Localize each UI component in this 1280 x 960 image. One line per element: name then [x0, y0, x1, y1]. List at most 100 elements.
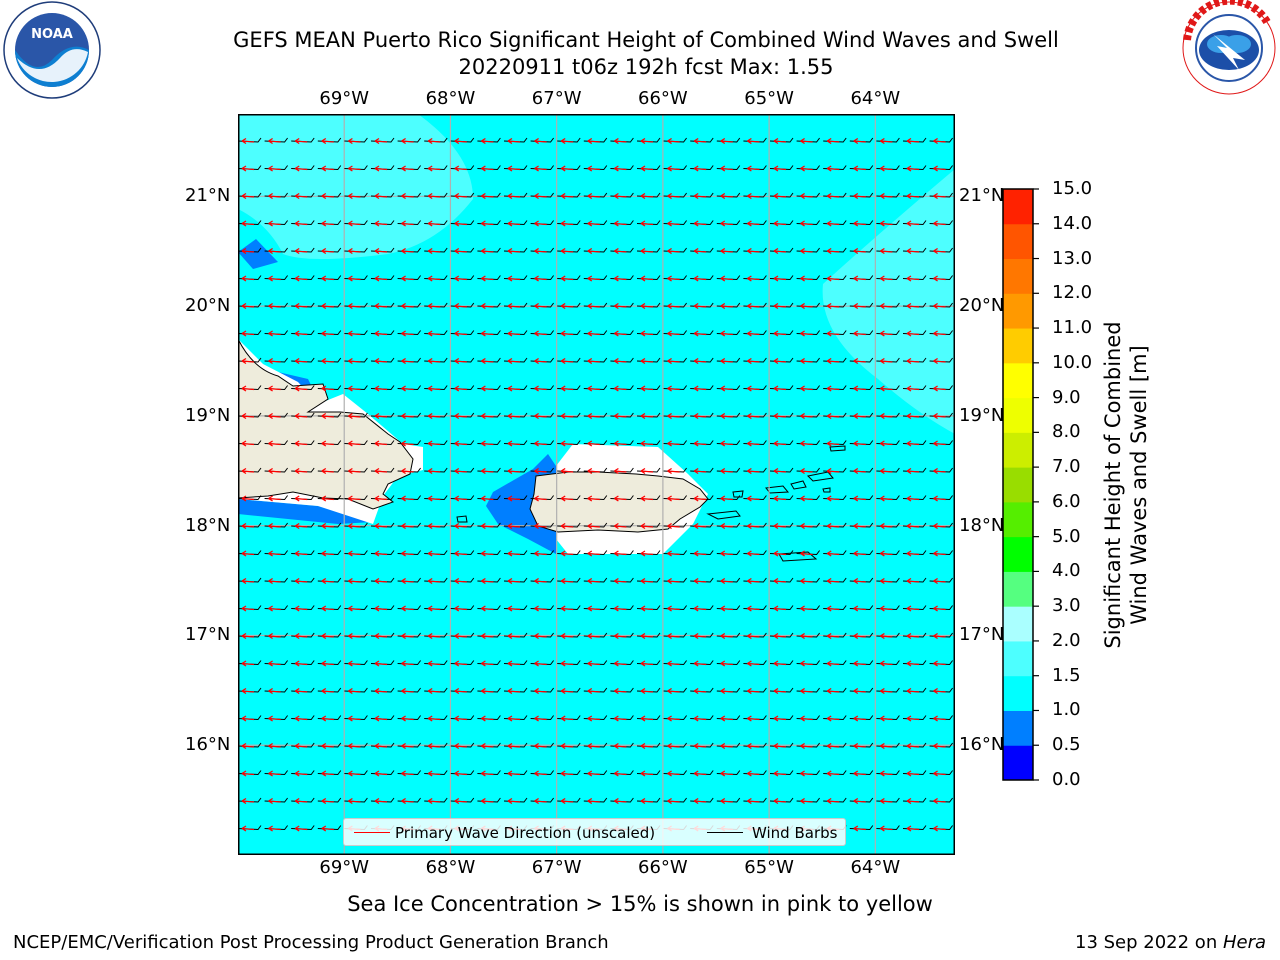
- wave-direction-arrow: [507, 742, 521, 750]
- wave-direction-arrow: [481, 165, 494, 172]
- wave-direction-arrow: [826, 440, 840, 447]
- wave-direction-arrow: [693, 302, 707, 310]
- colorbar-tick-label: 7.0: [1052, 456, 1081, 478]
- wave-direction-arrow: [348, 660, 361, 667]
- wave-direction-arrow: [374, 797, 388, 805]
- wave-direction-arrow: [667, 495, 680, 502]
- wave-direction-arrow: [880, 165, 893, 172]
- wave-direction-arrow: [826, 550, 840, 557]
- wave-direction-arrow: [507, 412, 521, 420]
- wave-direction-arrow: [933, 137, 946, 145]
- wave-direction-arrow: [800, 577, 813, 585]
- wave-direction-arrow: [693, 165, 707, 172]
- wave-direction-arrow: [640, 770, 654, 777]
- wave-direction-arrow: [241, 632, 255, 640]
- wave-direction-arrow: [853, 632, 866, 640]
- wave-direction-arrow: [427, 522, 441, 530]
- wave-direction-arrow: [667, 797, 680, 805]
- wave-direction-arrow: [294, 165, 308, 172]
- wave-direction-arrow: [268, 330, 281, 337]
- wave-direction-arrow: [773, 495, 787, 502]
- wave-direction-arrow: [826, 247, 840, 255]
- colorbar-cell: [1003, 293, 1033, 329]
- wave-direction-arrow: [906, 330, 920, 337]
- wave-direction-arrow: [241, 385, 255, 392]
- wave-direction-arrow: [294, 302, 308, 310]
- longitude-tick-label: 69°W: [319, 88, 370, 109]
- wave-direction-arrow: [853, 522, 866, 530]
- wave-direction-arrow: [933, 330, 946, 337]
- wave-direction-arrow: [640, 632, 654, 640]
- colorbar-tick-label: 0.0: [1052, 769, 1081, 790]
- wave-direction-arrow: [268, 220, 281, 227]
- wave-direction-arrow: [454, 302, 467, 310]
- wave-direction-arrow: [534, 577, 547, 585]
- wave-direction-arrow: [906, 770, 920, 777]
- wave-direction-arrow: [640, 715, 654, 722]
- wave-direction-arrow: [853, 605, 866, 612]
- wave-direction-arrow: [773, 605, 787, 612]
- wave-direction-arrow: [667, 357, 680, 365]
- wave-direction-arrow: [693, 137, 707, 145]
- wave-direction-arrow: [693, 522, 707, 530]
- wave-direction-arrow: [587, 275, 600, 282]
- wave-direction-arrow: [614, 522, 627, 530]
- colorbar-tick-label: 1.0: [1052, 699, 1081, 721]
- wave-direction-arrow: [640, 412, 654, 420]
- wave-direction-arrow: [401, 165, 414, 172]
- wave-direction-arrow: [427, 660, 441, 667]
- wave-direction-arrow: [401, 495, 414, 502]
- wave-direction-arrow: [667, 302, 680, 310]
- wave-direction-arrow: [294, 825, 308, 832]
- wave-direction-arrow: [481, 632, 494, 640]
- wave-direction-arrow: [534, 220, 547, 227]
- wave-direction-arrow: [374, 440, 388, 447]
- wave-direction-arrow: [933, 550, 946, 557]
- wave-direction-arrow: [640, 550, 654, 557]
- wave-direction-arrow: [640, 192, 654, 200]
- wave-direction-arrow: [720, 660, 733, 667]
- wave-direction-arrow: [534, 495, 547, 502]
- wave-direction-arrow: [853, 247, 866, 255]
- colorbar-cell: [1003, 258, 1033, 294]
- latitude-tick-label: 20°N: [185, 295, 231, 317]
- wave-direction-arrow: [826, 165, 840, 172]
- wave-direction-arrow: [374, 330, 388, 337]
- svg-text:NOAA: NOAA: [31, 27, 73, 42]
- wave-direction-arrow: [454, 550, 467, 557]
- wave-direction-arrow: [906, 412, 920, 420]
- figure-title: GEFS MEAN Puerto Rico Significant Height…: [233, 28, 1059, 52]
- wave-direction-arrow: [268, 687, 281, 695]
- wave-direction-arrow: [853, 192, 866, 200]
- wave-direction-arrow: [481, 220, 494, 227]
- wave-direction-arrow: [747, 302, 760, 310]
- wave-direction-arrow: [747, 660, 760, 667]
- latitude-tick-label: 19°N: [185, 404, 231, 426]
- wave-direction-arrow: [560, 275, 574, 282]
- wave-direction-arrow: [401, 247, 414, 255]
- wave-direction-arrow: [773, 550, 787, 557]
- wave-direction-arrow: [800, 660, 813, 667]
- wave-direction-arrow: [720, 742, 733, 750]
- wave-direction-arrow: [933, 715, 946, 722]
- wave-direction-arrow: [614, 632, 627, 640]
- wave-direction-arrow: [560, 522, 574, 530]
- wave-direction-arrow: [747, 412, 760, 420]
- wave-direction-arrow: [933, 357, 946, 365]
- wave-direction-arrow: [534, 192, 547, 200]
- wave-direction-arrow: [587, 605, 600, 612]
- wave-direction-arrow: [853, 742, 866, 750]
- wave-direction-arrow: [374, 742, 388, 750]
- wave-direction-arrow: [693, 605, 707, 612]
- wave-direction-arrow: [614, 275, 627, 282]
- wave-direction-arrow: [747, 385, 760, 392]
- wave-direction-arrow: [241, 550, 255, 557]
- wave-direction-arrow: [667, 715, 680, 722]
- wave-direction-arrow: [507, 577, 521, 585]
- wave-direction-legend-label: Primary Wave Direction (unscaled): [395, 824, 656, 842]
- longitude-tick-label: 65°W: [744, 88, 794, 109]
- colorbar: [1002, 188, 1039, 781]
- wave-direction-arrow: [773, 797, 787, 805]
- wave-direction-arrow: [640, 330, 654, 337]
- wave-direction-arrow: [534, 522, 547, 530]
